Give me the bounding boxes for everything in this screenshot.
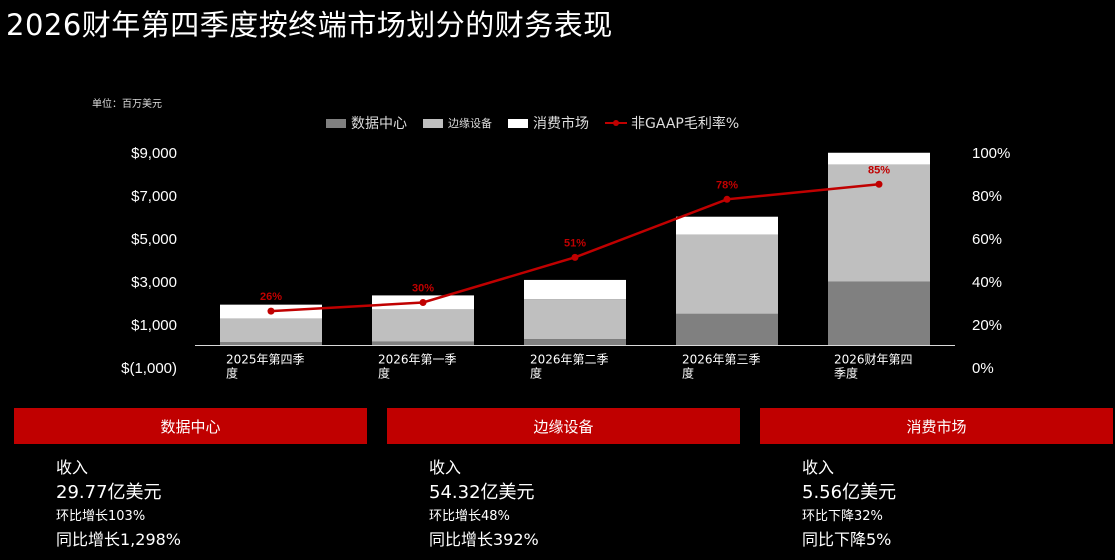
legend-swatch-consumer	[508, 118, 528, 128]
x-category-label: 2025年第四季度	[226, 353, 305, 381]
panel-datacenter: 数据中心 收入 29.77亿美元 环比增长103% 同比增长1,298%	[14, 408, 367, 552]
margin-data-label: 26%	[260, 291, 282, 303]
margin-point	[571, 253, 579, 261]
y-left-tick-label: $5,000	[131, 231, 177, 248]
bar-segment-edge	[372, 309, 474, 342]
margin-data-label: 85%	[868, 164, 890, 176]
legend-label-margin: 非GAAP毛利率%	[631, 116, 740, 132]
revenue-value: 5.56亿美元	[802, 482, 897, 503]
y-left-tick-label: $7,000	[131, 188, 177, 205]
stacked-bar-line-chart: $(1,000) $1,000 $3,000 $5,000 $7,000 $9,000 0%…	[121, 145, 1010, 381]
bar-segment-consumer	[676, 216, 778, 235]
bar-segment-edge	[676, 234, 778, 314]
legend-datacenter: 数据中心	[326, 113, 407, 133]
y-right-tick-label: 100%	[972, 145, 1010, 162]
bar-segment-edge	[220, 318, 322, 343]
y-left-tick-label: $1,000	[131, 317, 177, 334]
bar-segment-datacenter	[828, 281, 930, 346]
panel-edge: 边缘设备 收入 54.32亿美元 环比增长48% 同比增长392%	[387, 408, 740, 552]
x-category-label: 2026年第二季度	[530, 353, 609, 381]
qoq-growth: 环比增长48%	[429, 509, 510, 524]
y-right-tick-label: 40%	[972, 274, 1002, 291]
y-right-tick-label: 80%	[972, 188, 1002, 205]
chart-legend: 数据中心 边缘设备 消费市场 非GAAP毛利率%	[326, 113, 755, 133]
panel-consumer: 消费市场 收入 5.56亿美元 环比下降32% 同比下降5%	[760, 408, 1113, 552]
unit-label: 单位：百万美元	[92, 99, 162, 110]
bar-segment-datacenter	[524, 339, 626, 346]
y-left-tick-label: $(1,000)	[121, 360, 177, 377]
margin-point	[723, 195, 731, 203]
margin-data-label: 78%	[716, 179, 738, 191]
legend-label-datacenter: 数据中心	[351, 116, 407, 132]
bar-segment-edge	[524, 299, 626, 340]
legend-swatch-edge	[423, 118, 443, 128]
bar-segment-consumer	[828, 152, 930, 165]
yoy-growth: 同比增长1,298%	[56, 530, 182, 549]
bar-segment-datacenter	[372, 341, 474, 346]
y-left-tick-label: $3,000	[131, 274, 177, 291]
y-right-tick-label: 0%	[972, 360, 994, 377]
bar-segment-consumer	[524, 279, 626, 300]
margin-data-label: 51%	[564, 237, 586, 249]
panel-header: 数据中心	[14, 408, 367, 444]
revenue-label: 收入	[429, 458, 462, 477]
margin-data-label: 30%	[412, 283, 434, 295]
legend-label-consumer: 消费市场	[533, 116, 589, 132]
page-title: 2026财年第四季度按终端市场划分的财务表现	[6, 8, 613, 42]
revenue-value: 29.77亿美元	[56, 482, 162, 503]
x-category-label: 2026财年第四季度	[834, 353, 913, 381]
legend-edge: 边缘设备	[423, 115, 492, 131]
x-category-label: 2026年第一季度	[378, 353, 457, 381]
legend-swatch-margin	[605, 118, 627, 128]
panel-header: 消费市场	[760, 408, 1113, 444]
revenue-value: 54.32亿美元	[429, 482, 535, 503]
y-right-tick-label: 60%	[972, 231, 1002, 248]
margin-point	[419, 299, 427, 306]
legend-margin: 非GAAP毛利率%	[605, 113, 739, 133]
panel-header: 边缘设备	[387, 408, 740, 444]
legend-swatch-datacenter	[326, 118, 346, 128]
legend-label-edge: 边缘设备	[448, 117, 492, 130]
margin-point	[267, 307, 275, 315]
revenue-label: 收入	[56, 458, 89, 477]
yoy-growth: 同比下降5%	[802, 530, 892, 549]
y-left-tick-label: $9,000	[131, 145, 177, 162]
revenue-label: 收入	[802, 458, 835, 477]
margin-point	[875, 180, 883, 188]
qoq-growth: 环比下降32%	[802, 509, 883, 524]
legend-consumer: 消费市场	[508, 113, 589, 133]
y-right-tick-label: 20%	[972, 317, 1002, 334]
x-category-label: 2026年第三季度	[682, 353, 761, 381]
qoq-growth: 环比增长103%	[56, 509, 146, 524]
yoy-growth: 同比增长392%	[429, 530, 539, 549]
bar-segment-datacenter	[676, 313, 778, 346]
bar-segment-datacenter	[220, 342, 322, 346]
